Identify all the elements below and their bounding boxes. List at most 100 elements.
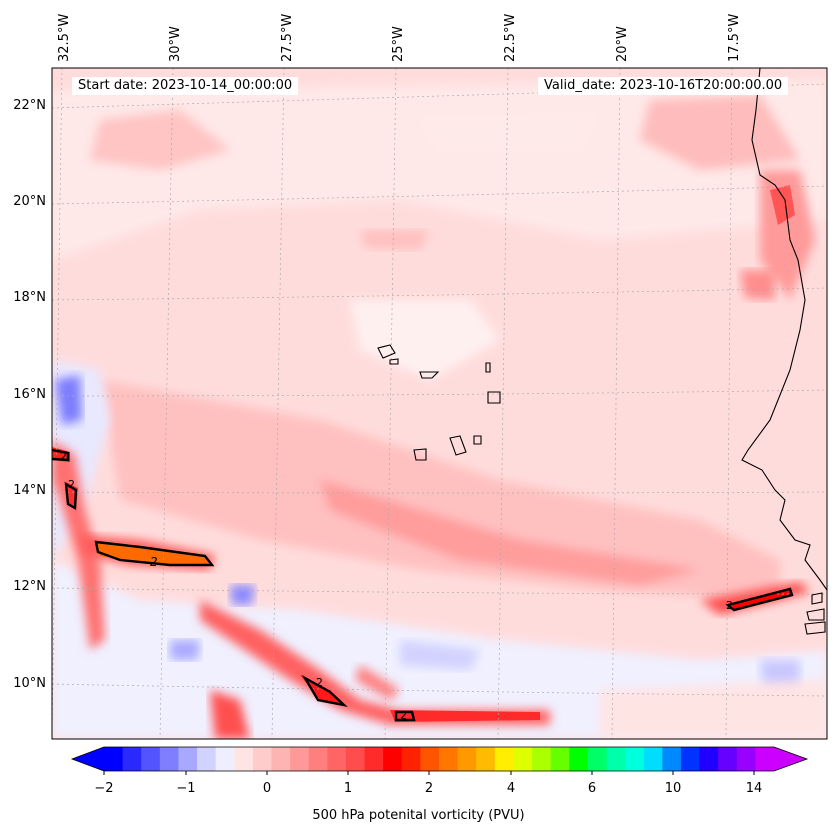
pv-negative-patch (55, 375, 82, 425)
island (487, 391, 501, 404)
colorbar-swatch (680, 747, 701, 771)
pv-patch (740, 270, 775, 300)
colorbar-swatch (345, 747, 366, 771)
coastlines (377, 68, 827, 635)
graticule (52, 68, 827, 739)
pv-patch (600, 680, 827, 739)
colorbar-tick-label: −1 (176, 781, 196, 796)
colorbar-swatch (159, 747, 179, 771)
pv-band (100, 380, 780, 600)
pv-patch (360, 230, 430, 250)
latitude-label: 18°N (13, 290, 46, 305)
pv-streamer (355, 665, 400, 700)
pv-patch (770, 185, 795, 225)
colorbar-swatch (327, 747, 347, 771)
colorbar-swatch (625, 747, 645, 771)
colorbar-swatch (476, 747, 496, 771)
island (413, 448, 427, 461)
colorbar-extend-max (774, 747, 807, 771)
latitude-label: 12°N (13, 579, 46, 594)
colorbar-swatch (290, 747, 310, 771)
colorbar-swatch (271, 747, 291, 771)
colorbar (70, 746, 809, 775)
island (811, 592, 823, 605)
colorbar-swatch (197, 747, 217, 771)
island (389, 358, 399, 365)
pv-streamer-core (95, 542, 210, 566)
contour-label: 2 (60, 450, 67, 463)
colorbar-swatch (643, 747, 663, 771)
colorbar-tick-label: −2 (94, 781, 114, 796)
pv-low-region-north (52, 80, 827, 260)
map-frame (51, 67, 828, 740)
island (485, 362, 491, 373)
longitude-label: 20°W (615, 26, 630, 62)
contour-label: 2 (150, 555, 158, 569)
colorbar-swatch (178, 747, 198, 771)
pv-field (52, 68, 827, 739)
colorbar-swatch (234, 747, 254, 771)
colorbar-swatch (718, 747, 738, 771)
island (473, 435, 482, 445)
colorbar-tick-label: 10 (664, 781, 682, 796)
pv-band (320, 480, 700, 585)
colorbar-swatch (439, 747, 459, 771)
colorbar-swatch (252, 747, 272, 771)
colorbar-tick-label: 0 (262, 781, 272, 796)
island (377, 344, 396, 359)
longitude-label: 22.5°W (503, 13, 518, 62)
longitude-label: 27.5°W (280, 13, 295, 62)
colorbar-tick-label: 1 (343, 781, 353, 796)
valid-date: Valid_date: 2023-10-16T20:00:00.00 (538, 77, 789, 95)
colorbar-swatch (401, 747, 421, 771)
colorbar-swatch (104, 747, 124, 771)
longitude-label: 25°W (391, 26, 406, 62)
pv-streamer (210, 690, 250, 739)
longitude-label: 17.5°W (727, 13, 742, 62)
pv-streamer-core (390, 710, 540, 722)
colorbar-extend-min (72, 747, 104, 771)
contour-label: 2 (726, 599, 733, 612)
colorbar-swatch (587, 747, 607, 771)
latitude-label: 10°N (13, 676, 46, 691)
colorbar-swatch (532, 747, 552, 771)
colorbar-swatch (420, 747, 440, 771)
island (806, 608, 825, 621)
colorbar-swatch (364, 747, 384, 771)
pv-negative-patch (230, 585, 255, 605)
island (419, 371, 440, 379)
colorbar-swatch (755, 747, 775, 771)
pv-streamer (52, 440, 105, 650)
colorbar-swatch (699, 747, 719, 771)
colorbar-tick-label: 4 (506, 781, 516, 796)
colorbar-swatch (736, 747, 756, 771)
colorbar-swatch (550, 747, 570, 771)
colorbar-swatch (662, 747, 682, 771)
longitude-label: 32.5°W (57, 13, 72, 62)
latitude-label: 22°N (13, 98, 46, 113)
colorbar-title: 500 hPa potenital vorticity (PVU) (312, 808, 525, 823)
longitude-label: 30°W (168, 26, 183, 62)
latitude-label: 20°N (13, 194, 46, 209)
colorbar-tick-label: 2 (424, 781, 434, 796)
colorbar-swatch (606, 747, 626, 771)
colorbar-swatch (122, 747, 142, 771)
island (804, 621, 826, 635)
colorbar-tick-label: 6 (587, 781, 597, 796)
colorbar-tick-label: 14 (745, 781, 763, 796)
pv-contours (52, 448, 794, 722)
pv-patch (640, 95, 800, 170)
contour-label: 2 (68, 478, 75, 491)
pv-patch (350, 300, 500, 380)
island (449, 435, 467, 456)
colorbar-swatch (494, 747, 514, 771)
pv-negative-patch (170, 640, 200, 660)
colorbar-swatch (457, 747, 477, 771)
start-date: Start date: 2023-10-14_00:00:00 (72, 77, 299, 95)
colorbar-swatch (215, 747, 235, 771)
latitude-label: 14°N (13, 483, 46, 498)
colorbar-swatch (513, 747, 533, 771)
pv-patch (420, 115, 600, 150)
colorbar-swatch (569, 747, 589, 771)
